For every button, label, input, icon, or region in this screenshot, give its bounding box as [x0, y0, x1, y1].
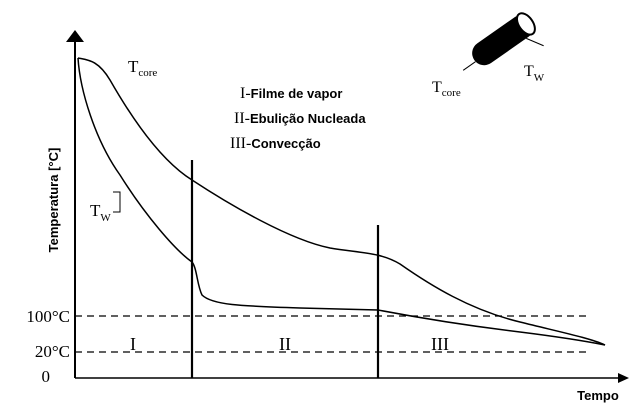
surface-label: TW: [90, 201, 111, 224]
axes: [75, 40, 620, 378]
region-label: II: [279, 334, 291, 354]
icon-surface-label: TW: [524, 63, 545, 84]
x-arrow: [618, 373, 629, 383]
legend-text: Ebulição Nucleada: [250, 111, 366, 126]
region-label: I: [130, 334, 136, 354]
icon-core-label: Tcore: [432, 79, 461, 99]
tick-label: 100°C: [26, 307, 70, 326]
numeral: I-: [240, 85, 251, 102]
legend-item: III-Convecção: [230, 135, 321, 152]
diagram: Temperatura [°C] Tempo 100°C 20°C 0 Tcor…: [0, 0, 629, 405]
x-axis-label: Tempo: [577, 388, 619, 403]
y-arrow: [66, 30, 84, 42]
numeral: III-: [230, 135, 251, 152]
numeral: II-: [234, 110, 250, 127]
label-sub: W: [100, 212, 111, 224]
legend-item: I-Filme de vapor: [240, 85, 342, 102]
surface-curve: [78, 58, 605, 345]
tw-bracket: [113, 192, 120, 212]
core-label: Tcore: [128, 57, 157, 79]
core-curve: [78, 58, 605, 345]
label-main: T: [90, 201, 101, 220]
label-sub: core: [138, 67, 157, 79]
label-main: T: [432, 79, 442, 96]
label-sub: W: [534, 72, 545, 84]
label-sub: core: [442, 87, 461, 99]
legend-text: Filme de vapor: [251, 86, 343, 101]
region-label: III: [431, 334, 449, 354]
label-main: T: [524, 63, 534, 80]
tick-label: 0: [42, 367, 51, 386]
tick-label: 20°C: [35, 342, 70, 361]
pointer: [463, 62, 475, 71]
legend-text: Convecção: [251, 136, 320, 151]
legend-item: II-Ebulição Nucleada: [234, 110, 366, 127]
y-axis-label: Temperatura [°C]: [46, 148, 61, 253]
label-main: T: [128, 57, 139, 76]
dashed-lines: [75, 316, 590, 352]
